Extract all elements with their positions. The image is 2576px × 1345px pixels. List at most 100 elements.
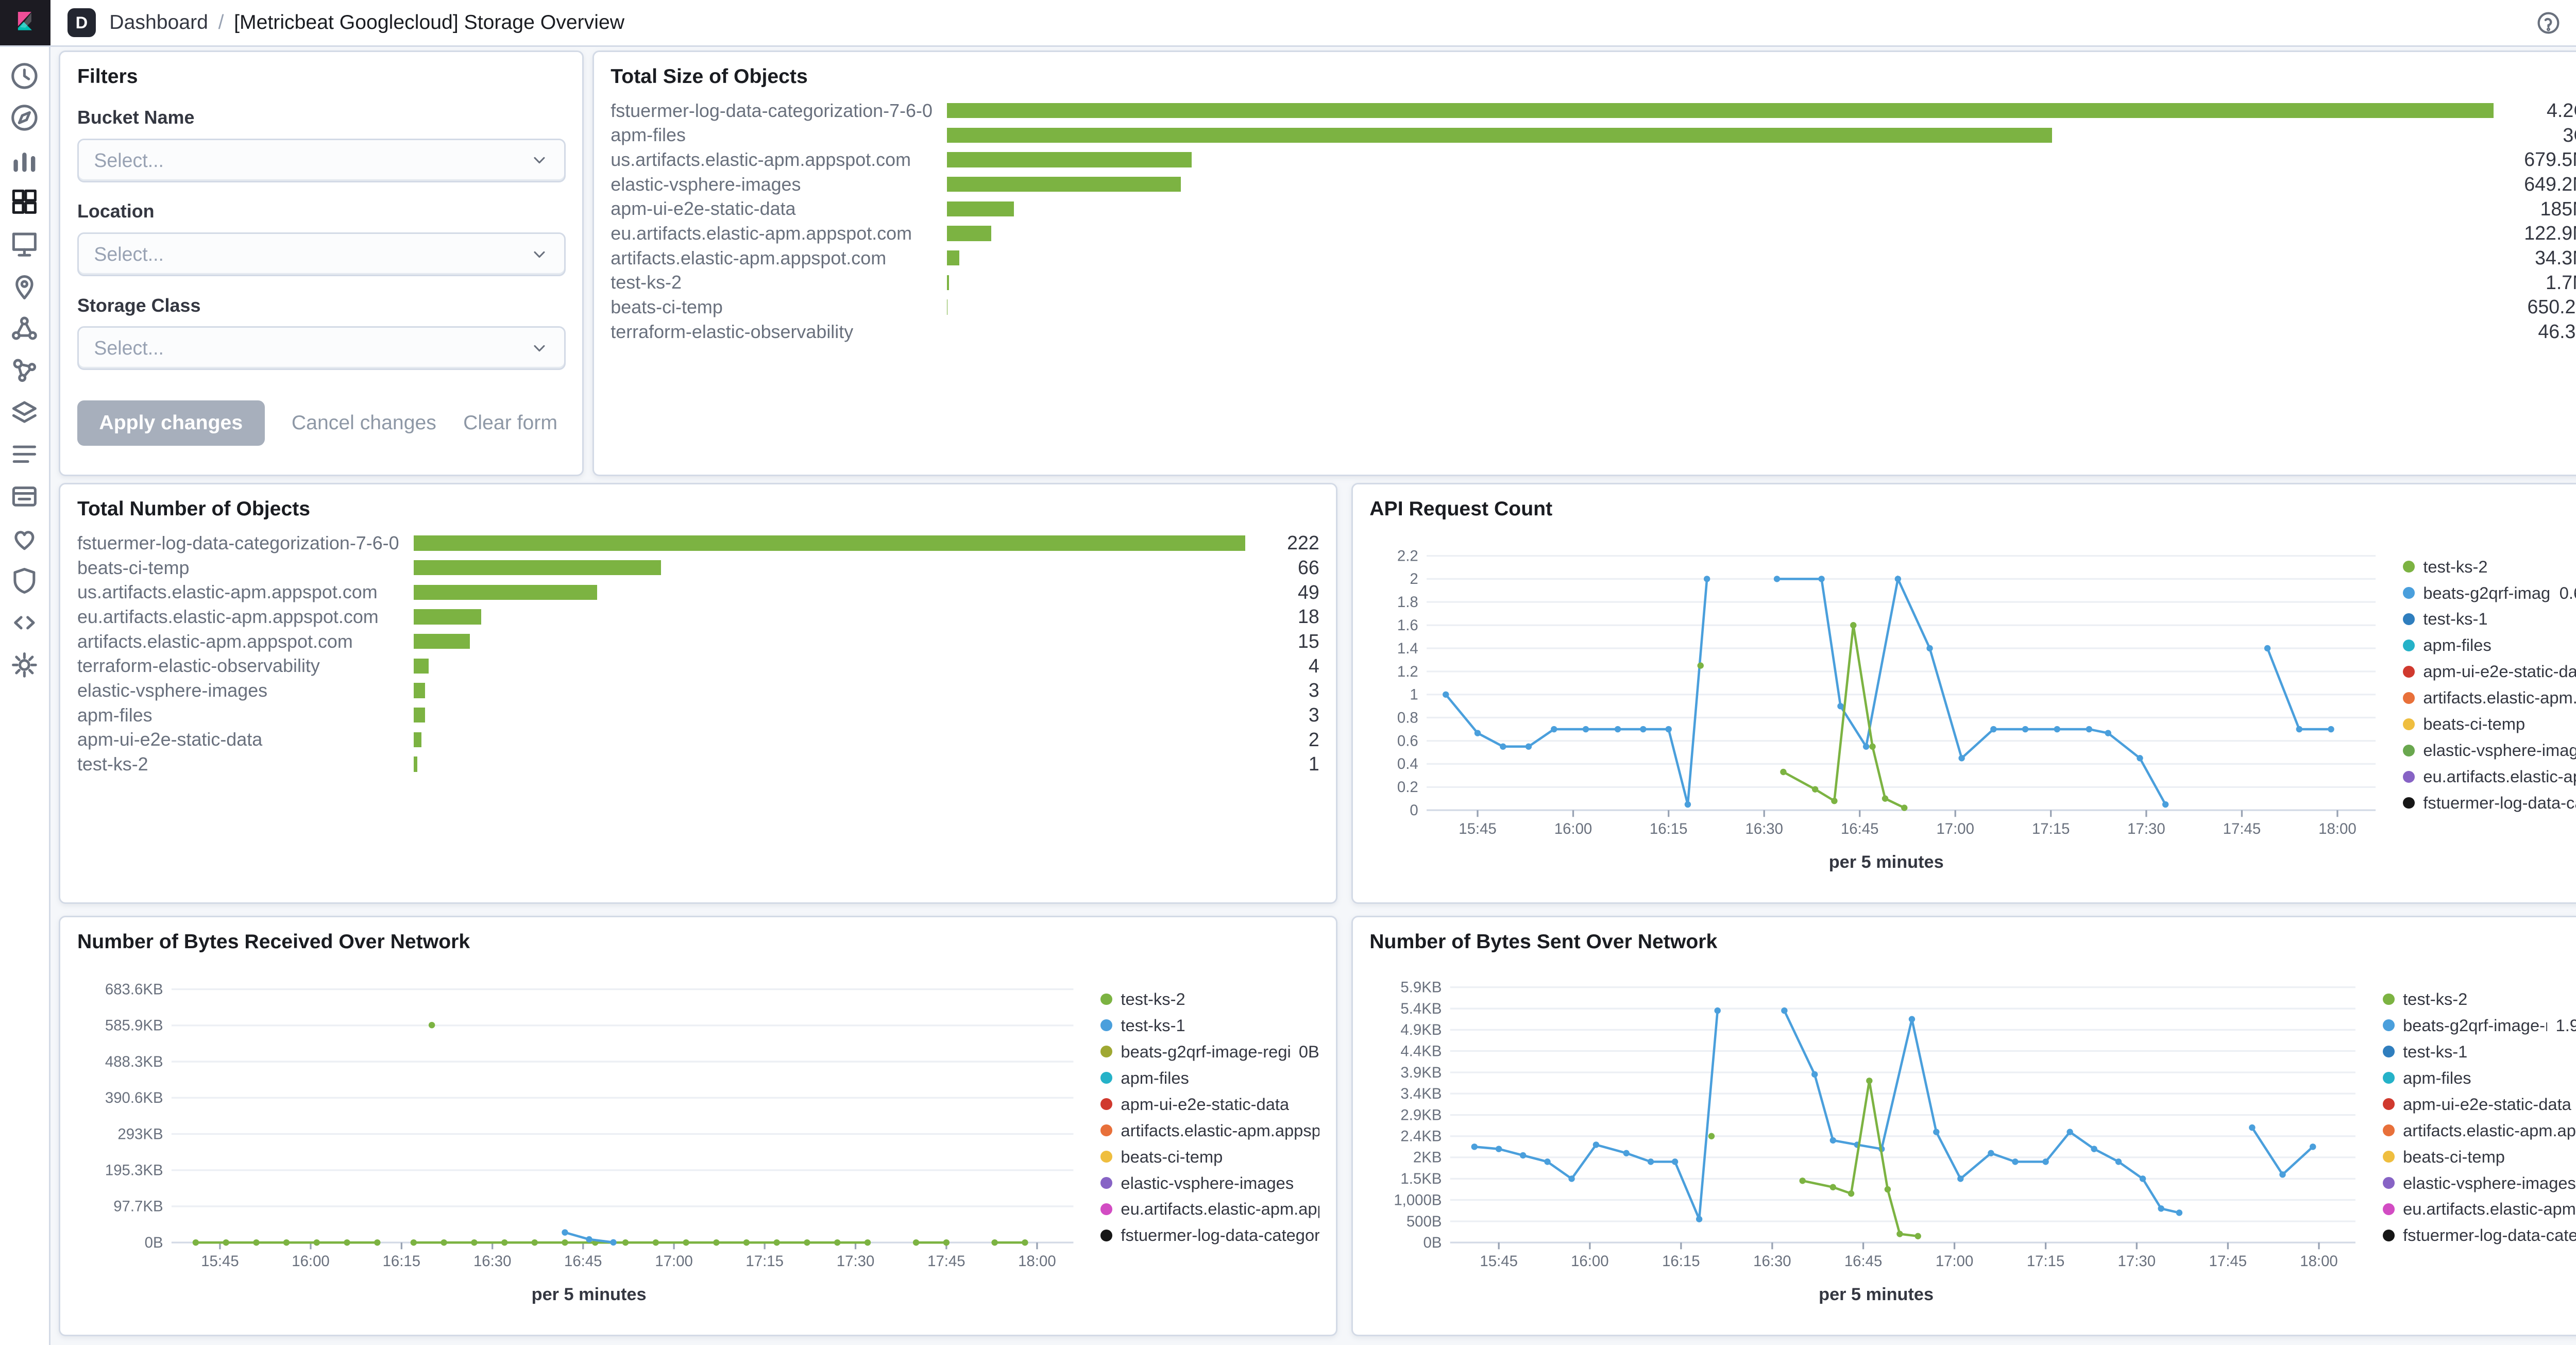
legend-item[interactable]: apm-files [1100,1066,1319,1090]
space-badge[interactable]: D [67,8,96,37]
bar[interactable] [947,226,991,241]
legend-item[interactable]: test-ks-2 [1100,987,1319,1012]
sidebar-item-recently-viewed[interactable] [9,61,40,91]
sidebar-item-apm[interactable] [9,481,40,512]
sidebar-item-machine-learning[interactable] [9,313,40,343]
sidebar-item-dev-tools[interactable] [9,608,40,638]
legend-item[interactable]: fstuermer-log-data-categoriz... [1100,1223,1319,1248]
breadcrumb-dashboard[interactable]: Dashboard [109,11,208,34]
legend-item[interactable]: artifacts.elastic-apm.appspot... [2383,1118,2576,1143]
bar[interactable] [947,250,959,265]
bar[interactable] [947,177,1180,192]
bar[interactable] [947,275,948,290]
sidebar-item-canvas[interactable] [9,229,40,259]
bar-row: apm-files3GB [611,123,2576,147]
location-select[interactable]: Select... [77,232,566,276]
panel-title: API Request Count [1369,498,2576,520]
legend-item[interactable]: apm-ui-e2e-static-data [2383,1092,2576,1117]
legend-item[interactable]: beats-g2qrf-image-regi...0.667 [2403,581,2576,606]
legend-item[interactable]: fstuermer-log-data-categoriz... [2403,791,2576,815]
bar[interactable] [947,103,2494,118]
legend-item[interactable]: test-ks-2 [2403,554,2576,579]
svg-text:17:30: 17:30 [837,1253,875,1270]
legend-label: fstuermer-log-data-categoriz... [1121,1225,1319,1245]
legend-item[interactable]: artifacts.elastic-apm.appspot... [2403,685,2576,710]
bar[interactable] [414,683,425,698]
sidebar-item-siem[interactable] [9,565,40,596]
bar[interactable] [414,634,470,649]
kibana-logo[interactable] [0,0,50,45]
filter-field-bucket-name: Bucket Name Select... [77,107,566,182]
legend-item[interactable]: eu.artifacts.elastic-apm.apps... [2403,764,2576,789]
bar[interactable] [414,756,417,771]
x-axis-label: per 5 minutes [1369,1285,2383,1305]
sidebar-item-maps[interactable] [9,271,40,301]
sidebar-item-graph[interactable] [9,355,40,385]
clear-form-button[interactable]: Clear form [463,412,557,434]
sidebar-item-discover[interactable] [9,103,40,133]
bar[interactable] [414,708,425,722]
legend-color-dot [2403,771,2415,783]
metrics-icon [9,397,40,428]
legend-color-dot [2403,561,2415,573]
legend-item[interactable]: elastic-vsphere-images [1100,1171,1319,1196]
bar[interactable] [414,659,429,674]
legend-item[interactable]: eu.artifacts.elastic-apm.apps... [1100,1197,1319,1222]
legend-item[interactable]: apm-ui-e2e-static-data [2403,660,2576,684]
svg-text:3.4KB: 3.4KB [1401,1085,1442,1102]
legend-item[interactable]: artifacts.elastic-apm.appspot... [1100,1118,1319,1143]
legend-item[interactable]: test-ks-1 [2403,607,2576,632]
chevron-down-icon [530,245,549,264]
sidebar-item-metrics[interactable] [9,397,40,428]
sidebar-item-visualize[interactable] [9,145,40,175]
legend-item[interactable]: apm-ui-e2e-static-data [1100,1092,1319,1117]
apply-changes-button[interactable]: Apply changes [77,400,265,446]
svg-text:5.4KB: 5.4KB [1401,1000,1442,1017]
legend-color-dot [1100,1098,1112,1110]
legend-item[interactable]: apm-files [2383,1066,2576,1090]
sidebar-item-management[interactable] [9,650,40,680]
bucket-name-select[interactable]: Select... [77,139,566,182]
bar[interactable] [414,609,481,624]
bar[interactable] [947,152,1191,167]
legend-item[interactable]: beats-ci-temp [2403,712,2576,736]
bar[interactable] [414,535,1245,550]
legend-item[interactable]: beats-g2qrf-image-reg...1.9KB [2383,1013,2576,1038]
storage-class-select[interactable]: Select... [77,326,566,370]
legend-item[interactable]: eu.artifacts.elastic-apm.appsp... [2383,1197,2576,1222]
bar-track [947,152,2494,167]
bar[interactable] [947,128,2052,143]
svg-text:16:00: 16:00 [1554,820,1592,837]
legend-item[interactable]: test-ks-1 [2383,1039,2576,1064]
bucket-label: fstuermer-log-data-categorization-7-6-0 [77,532,414,554]
sidebar-item-uptime[interactable] [9,524,40,554]
svg-text:16:45: 16:45 [1841,820,1879,837]
legend-item[interactable]: test-ks-1 [1100,1013,1319,1038]
legend-item[interactable]: fstuermer-log-data-categoriz... [2383,1223,2576,1248]
legend-item[interactable]: elastic-vsphere-images [2383,1171,2576,1196]
legend-item[interactable]: test-ks-2 [2383,987,2576,1012]
bar[interactable] [414,585,597,600]
legend-item[interactable]: beats-ci-temp [2383,1145,2576,1169]
legend-item[interactable]: elastic-vsphere-images [2403,738,2576,763]
sidebar-item-logs[interactable] [9,439,40,469]
bar-row: apm-ui-e2e-static-data185MB [611,196,2576,221]
legend-item[interactable]: beats-g2qrf-image-registr...0B [1100,1039,1319,1064]
help-icon[interactable] [2536,10,2561,36]
legend-item[interactable]: apm-files [2403,633,2576,658]
bucket-label: us.artifacts.elastic-apm.appspot.com [77,581,414,603]
bar[interactable] [414,560,661,575]
svg-text:16:00: 16:00 [1571,1253,1609,1270]
legend-item[interactable]: beats-ci-temp [1100,1145,1319,1169]
bar[interactable] [947,201,1013,216]
bar[interactable] [414,732,421,747]
svg-text:16:15: 16:15 [383,1253,421,1270]
ml-icon [9,313,40,343]
cancel-changes-button[interactable]: Cancel changes [292,412,436,434]
sidebar-item-dashboard[interactable] [9,187,40,217]
